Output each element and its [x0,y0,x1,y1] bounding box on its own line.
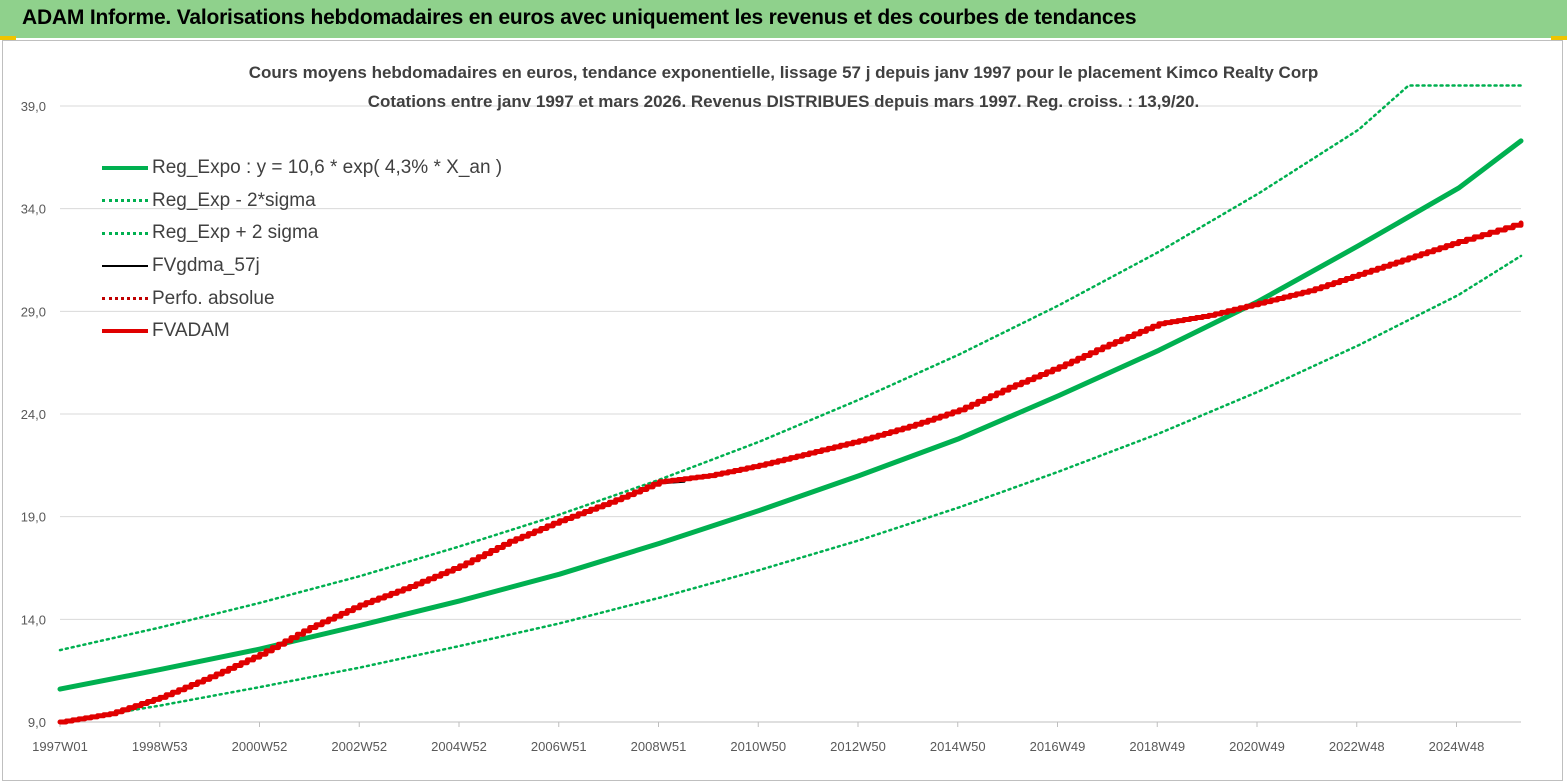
legend-swatch [102,166,148,171]
y-tick-label: 9,0 [28,715,46,730]
y-tick-label: 29,0 [21,304,46,319]
legend-swatch [102,297,148,301]
y-tick-label: 39,0 [21,99,46,114]
legend-label: Reg_Exp - 2*sigma [152,189,316,211]
y-tick-label: 19,0 [21,510,46,525]
legend-label: Perfo. absolue [152,287,275,309]
x-tick-label: 1998W53 [132,739,188,754]
accent-bar-right [1551,36,1567,40]
legend-swatch [102,231,148,235]
legend-item: FVgdma_57j [102,250,502,283]
y-tick-label: 34,0 [21,202,46,217]
legend-label: FVADAM [152,320,230,342]
x-tick-label: 2022W48 [1329,739,1385,754]
series-line-5 [57,220,1524,725]
x-tick-label: 2008W51 [631,739,687,754]
legend-swatch [102,199,148,203]
x-tick-label: 2018W49 [1129,739,1185,754]
legend-swatch [102,329,148,334]
legend-label: Reg_Exp + 2 sigma [152,222,319,244]
x-tick-label: 2020W49 [1229,739,1285,754]
accent-bar-left [0,36,16,40]
report-title: ADAM Informe. Valorisations hebdomadaire… [22,6,1137,29]
y-axis-ticks: 9,0 14,0 19,0 24,0 29,0 34,0 39,0 [21,99,46,730]
x-axis [59,721,1521,727]
chart-subtitle: Cotations entre janv 1997 et mars 2026. … [367,92,1200,111]
y-tick-label: 24,0 [21,407,46,422]
chart-legend: Reg_Expo : y = 10,6 * exp( 4,3% * X_an )… [102,152,502,348]
series-lines [57,84,1524,725]
legend-swatch [102,265,148,268]
x-tick-label: 2002W52 [331,739,387,754]
legend-item: Reg_Exp - 2*sigma [102,185,502,218]
x-tick-label: 2012W50 [830,739,886,754]
legend-label: FVgdma_57j [152,255,260,277]
legend-item: Reg_Expo : y = 10,6 * exp( 4,3% * X_an ) [102,152,502,185]
chart-title: Cours moyens hebdomadaires en euros, ten… [248,63,1319,82]
series-line-0 [57,138,1524,692]
x-tick-label: 2006W51 [531,739,587,754]
series-line-2 [58,84,1523,652]
legend-label: Reg_Expo : y = 10,6 * exp( 4,3% * X_an ) [152,157,503,179]
legend-item: Reg_Exp + 2 sigma [102,217,502,250]
x-tick-label: 2004W52 [431,739,487,754]
x-tick-label: 2000W52 [232,739,288,754]
x-tick-label: 2010W50 [730,739,786,754]
x-tick-label: 2016W49 [1030,739,1086,754]
legend-item: Perfo. absolue [102,282,502,315]
x-tick-label: 2024W48 [1429,739,1485,754]
report-banner: ADAM Informe. Valorisations hebdomadaire… [0,0,1567,38]
x-tick-label: 1997W01 [32,739,88,754]
x-axis-ticks: 1997W01 1998W53 2000W52 2002W52 2004W52 2006W… [32,739,1484,754]
x-tick-label: 2014W50 [930,739,986,754]
legend-item: FVADAM [102,315,502,348]
series-line-1 [58,254,1523,724]
y-tick-label: 14,0 [21,612,46,627]
